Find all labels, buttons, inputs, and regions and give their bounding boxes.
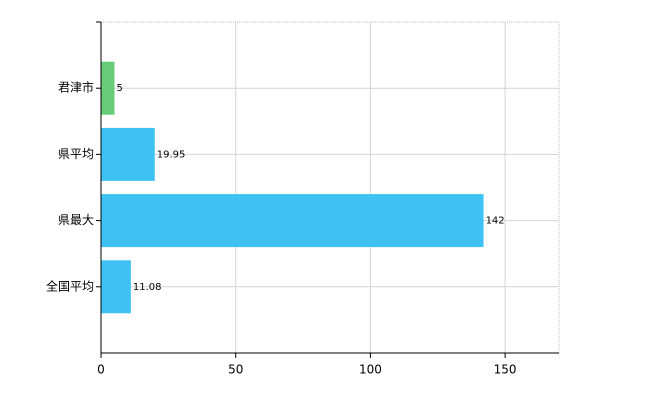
x-tick-label: 100 — [359, 363, 382, 377]
x-tick-label: 50 — [228, 363, 243, 377]
value-label: 142 — [486, 216, 505, 227]
y-tick-label: 全国平均 — [46, 278, 94, 293]
bar — [101, 194, 484, 248]
bar — [101, 61, 115, 115]
x-tick-label: 0 — [97, 363, 105, 377]
bar — [101, 260, 131, 314]
bar — [101, 127, 155, 181]
value-label: 19.95 — [157, 149, 186, 160]
value-label: 5 — [116, 83, 122, 94]
value-label: 11.08 — [133, 282, 162, 293]
x-tick-label: 150 — [494, 363, 517, 377]
y-tick-label: 県最大 — [58, 213, 94, 227]
y-tick-label: 県平均 — [58, 147, 94, 161]
y-tick-label: 君津市 — [58, 80, 94, 95]
